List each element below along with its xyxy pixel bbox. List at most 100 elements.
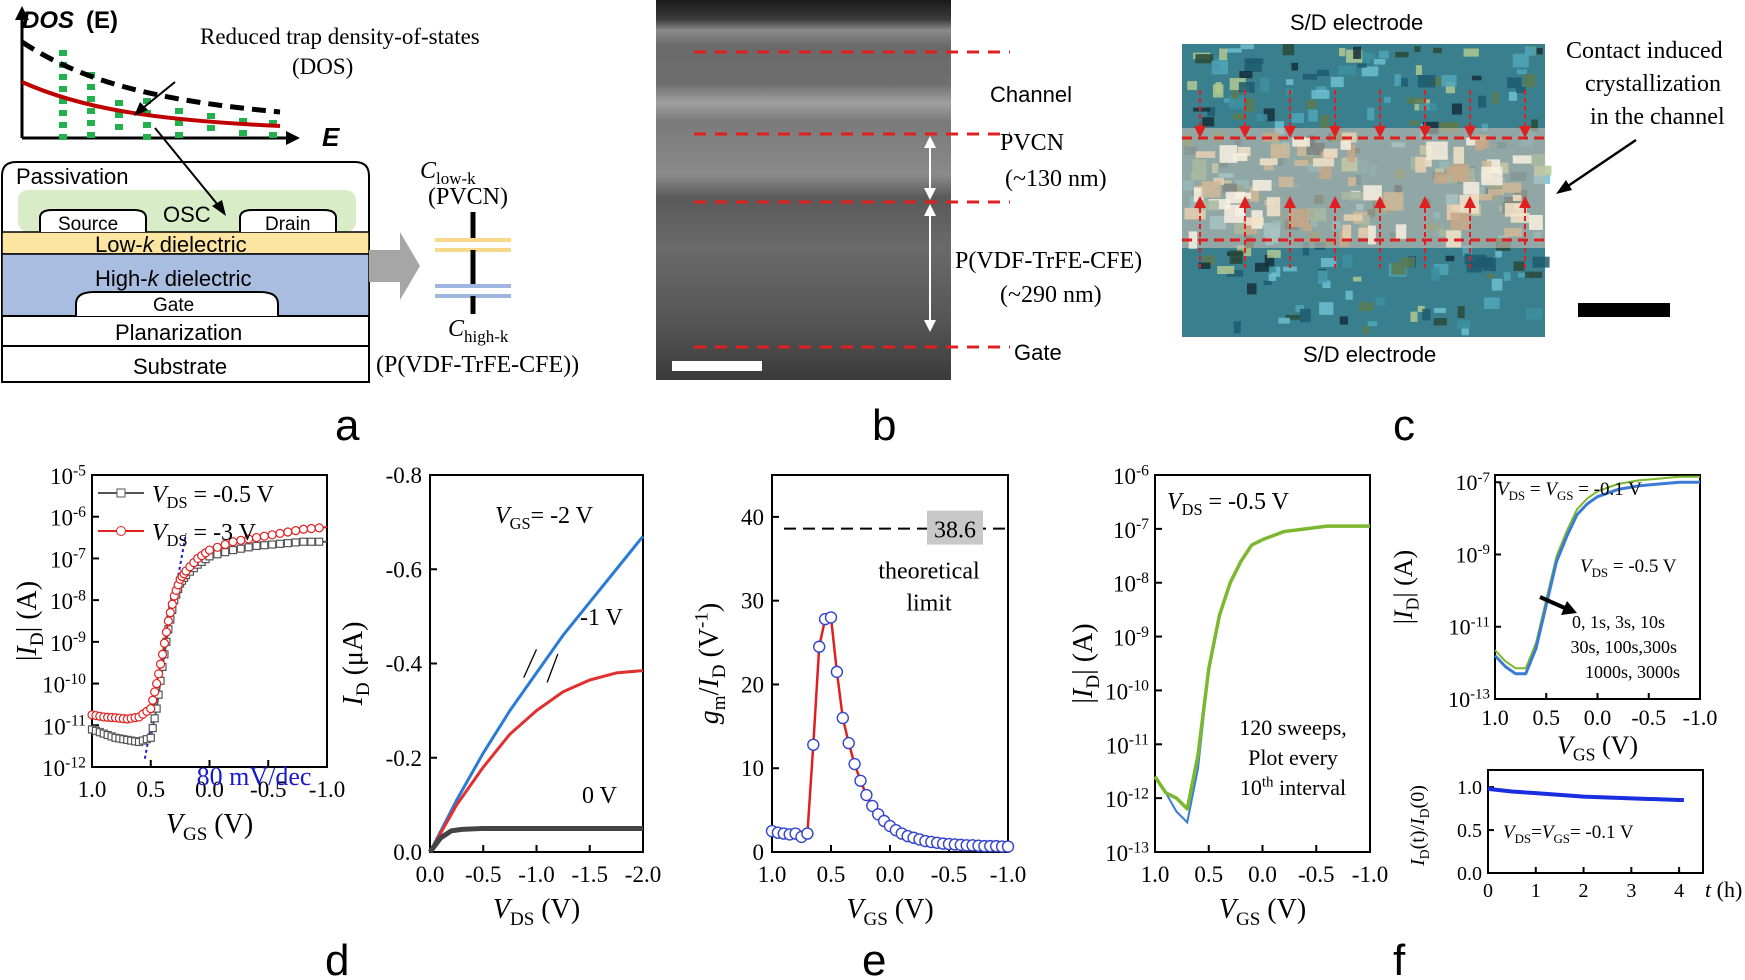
data-point [221, 548, 230, 557]
texture-grain [1353, 276, 1362, 282]
y-tick-label: 10-10 [1105, 678, 1149, 705]
data-point [291, 526, 301, 536]
arrow-down-icon [1329, 126, 1341, 138]
arrow-down-icon [1419, 126, 1431, 138]
x-tick-label: 0.5 [817, 862, 846, 887]
series-line-green [1494, 475, 1700, 670]
y-tick-label: 10-6 [1113, 462, 1149, 489]
legend-vgs-2: VGS= -2 V [495, 503, 594, 533]
x-tick-label: 1.0 [1141, 862, 1170, 887]
data-point [236, 544, 245, 553]
y-tick-label: 10 [741, 756, 764, 781]
texture-grain [1394, 74, 1402, 87]
dos-bar-dash [87, 132, 95, 138]
legend-bias: VDS = VGS = -0.1 V [1497, 479, 1642, 503]
crystal-grain [1343, 214, 1363, 221]
texture-grain [1367, 107, 1375, 121]
texture-grain [1375, 296, 1385, 306]
drain-label: Drain [265, 214, 310, 235]
pvdf-label: P(VDF-TrFE-CFE) [955, 248, 1142, 274]
contact-annotation-line2: crystallization [1585, 71, 1721, 97]
dos-pointer-arrow-icon [134, 102, 148, 116]
x-tick-label: 0.0 [1584, 705, 1612, 730]
time-list-1: 0, 1s, 3s, 10s [1572, 612, 1665, 632]
crystal-grain [1481, 166, 1503, 186]
texture-grain [1302, 73, 1317, 80]
sem-boundary-lines [694, 50, 1010, 349]
x-tick-label: 0 [1483, 880, 1493, 902]
dos-x-arrow-icon [286, 131, 300, 145]
dos-bar-dash [59, 86, 67, 92]
dos-bar-dash [269, 120, 277, 126]
texture-grain [1319, 115, 1330, 129]
drain-electrode [239, 209, 337, 232]
texture-grain [1193, 107, 1211, 112]
osc-label: OSC [163, 202, 211, 227]
texture-grain [1431, 267, 1440, 281]
texture-grain [1495, 249, 1502, 258]
texture-grain [1483, 297, 1500, 310]
crystal-grain [1188, 231, 1198, 249]
texture-grain [1240, 44, 1254, 50]
dos-bar-dash [87, 84, 95, 90]
y-tick-label: 10-9 [1456, 542, 1490, 567]
texture-grain [1457, 306, 1465, 319]
texture-grain [1316, 69, 1330, 77]
panel-label-a: a [335, 401, 360, 450]
texture-grain [1491, 278, 1503, 291]
legend-marker [116, 488, 126, 498]
texture-grain [1378, 50, 1389, 59]
pvdf-arrow-bottom-icon [924, 320, 936, 332]
texture-grain [1359, 302, 1374, 311]
y-axis-label: ID(t)/ID(0) [1407, 785, 1432, 867]
y-tick-label: 10-7 [50, 546, 86, 573]
texture-grain [1516, 86, 1526, 94]
y-tick-label: 0.0 [393, 840, 422, 865]
texture-grain [1318, 270, 1328, 284]
x-tick-label: 3 [1626, 880, 1636, 902]
texture-grain [1462, 245, 1472, 256]
x-tick-label: 4 [1674, 880, 1684, 902]
legend-vgs-1: -1 V [580, 605, 624, 631]
crystal-grain [1363, 185, 1382, 201]
arrow-down-icon [1239, 126, 1251, 138]
y-tick-label: 10-8 [50, 587, 86, 614]
crystal-grain [1263, 163, 1274, 171]
passivation-label: Passivation [16, 164, 129, 189]
y-tick-label: 20 [741, 672, 764, 697]
y-tick-label: 10-13 [1105, 839, 1149, 866]
texture-grain [1445, 255, 1455, 262]
arrow-up-icon [1284, 196, 1296, 208]
crystal-grain [1340, 140, 1351, 150]
planarization-layer [1, 315, 370, 347]
reduced-dos-label-2: (DOS) [292, 54, 353, 79]
texture-grain [1536, 48, 1543, 55]
crystal-grain [1303, 224, 1312, 232]
c-low-label: Clow-k [420, 158, 476, 188]
time-arrow [1539, 595, 1568, 611]
texture-grain [1524, 46, 1536, 56]
data-point [228, 545, 238, 555]
c-high-material: (P(VDF-TrFE-CFE)) [376, 352, 579, 378]
x-tick-label: -1.0 [1352, 862, 1388, 887]
dos-bar-dash [59, 110, 67, 116]
texture-grain [1203, 255, 1215, 265]
x-tick-label: -1.0 [990, 862, 1026, 887]
dos-original-curve [20, 39, 281, 115]
chart-f-inset-bottom-frame [1487, 769, 1704, 874]
dos-bar-dash [115, 100, 123, 106]
equivalent-arrow-icon [369, 232, 420, 300]
data-point [244, 543, 253, 552]
dos-bar-dash [87, 120, 95, 126]
texture-grain [1345, 290, 1353, 300]
sweep-annotation-1: 120 sweeps, [1239, 715, 1347, 740]
legend-label: VDS = -3 V [152, 520, 257, 550]
data-point [315, 537, 324, 546]
data-point [220, 539, 230, 550]
data-point [824, 611, 838, 624]
x-axis-label: VGS (V) [1219, 894, 1306, 930]
data-point [314, 523, 324, 533]
texture-grain [1207, 107, 1216, 117]
crystal-grain [1208, 199, 1231, 210]
